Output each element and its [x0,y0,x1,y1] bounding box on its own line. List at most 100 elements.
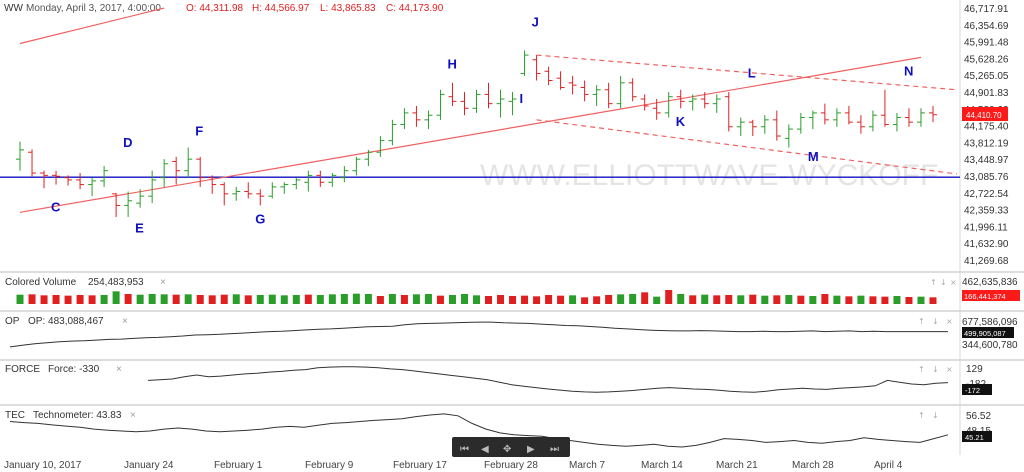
volume-move-up-icon[interactable]: ↑ [930,278,937,287]
volume-bar [929,297,937,304]
volume-bar [797,295,805,304]
x-axis-label: April 4 [874,460,903,471]
price-y-tick: 45,628.26 [964,54,1009,65]
volume-bar [545,295,553,304]
force-remove-icon[interactable]: × [946,365,953,374]
volume-bar [905,297,913,304]
nav-prev-icon[interactable]: ◀ [481,444,489,455]
volume-bar [424,294,432,304]
op-current-text: 499,905,087 [964,329,1006,338]
price-y-tick: 43,448.97 [964,155,1009,166]
volume-bar [689,295,697,304]
price-y-tick: 41,632.90 [964,239,1009,250]
volume-current-bg [962,290,1020,301]
nav-toolbar-bg [452,437,570,457]
nav-last-icon[interactable]: ⏭ [550,444,559,455]
price-y-tick: 46,717.91 [964,4,1009,15]
volume-bar [773,295,781,304]
ohlc-bar [16,141,25,171]
ohlc-bar [640,94,649,111]
header-date: Monday, April 3, 2017, 4:00:00 [26,3,161,14]
trendline-3 [536,119,958,175]
volume-bar [581,297,589,304]
volume-bar [52,295,60,304]
volume-bar [112,291,120,304]
nav-pan-icon[interactable]: ✥ [503,444,511,455]
ohlc-bar [100,166,109,187]
nav-first-icon[interactable]: ⏮ [460,444,469,455]
price-y-tick: 44,175.40 [964,122,1009,133]
ohlc-bar [916,108,925,127]
volume-move-down-icon[interactable]: ↓ [940,278,947,287]
volume-bar [737,295,745,304]
op-move-down-icon[interactable]: ↓ [932,317,939,326]
force-y-tick-top: 129 [966,364,983,375]
trendline-layer [19,7,958,213]
volume-bar [388,294,396,304]
tec-current-text: 45.21 [965,433,984,442]
nav-next-icon[interactable]: ▶ [527,444,535,455]
ohlc-bar [820,103,829,125]
volume-bar [749,294,757,304]
volume-bar [76,295,84,304]
op-close-icon[interactable]: × [122,316,128,327]
force-move-down-icon[interactable]: ↓ [932,365,939,374]
force-current-text: -172 [965,386,980,395]
volume-bar [833,295,841,304]
op-remove-icon[interactable]: × [946,317,953,326]
nav-toolbar[interactable]: ⏮ ◀ ✥ ▶ ⏭ [452,437,570,457]
volume-bar [136,294,144,304]
op-panel-name: OP [5,316,20,327]
op-y-tick-top: 677,586,096 [962,317,1018,328]
ohlc-bar [304,170,313,192]
volume-bar [196,295,204,304]
tec-move-down-icon[interactable]: ↓ [932,411,939,420]
tec-move-up-icon[interactable]: ↑ [918,411,925,420]
op-line [9,321,948,348]
wave-labels: C D E F G H I J K L M N [51,15,913,236]
ohlc-bar [76,173,85,190]
volume-bar [28,294,36,304]
volume-bar [244,295,252,304]
ohlc-bar [292,177,301,190]
wave-label-m: M [808,149,819,164]
ohlc-bar [376,136,385,157]
volume-bar [497,295,505,304]
ohlc-bar [772,110,781,141]
force-move-up-icon[interactable]: ↑ [918,365,925,374]
volume-bar [713,295,721,304]
ohlc-bar [316,170,325,187]
tec-line [9,413,949,448]
op-y-tick-bottom: 344,600,780 [962,340,1018,351]
tec-close-icon[interactable]: × [130,410,136,421]
header-close: C: 44,173.90 [386,3,444,14]
volume-panel-name: Colored Volume [5,277,77,288]
op-move-up-icon[interactable]: ↑ [918,317,925,326]
volume-bar [605,295,613,304]
ohlc-bar [712,94,721,113]
volume-bars [16,290,937,304]
force-close-icon[interactable]: × [116,364,122,375]
volume-bar [256,295,264,304]
price-y-tick: 41,269.68 [964,256,1009,267]
ohlc-bar [400,108,409,130]
tec-panel: TEC Technometer: 43.83 × 56.52 48.15 45.… [5,410,992,448]
current-price-marker: 44,410.70 [962,107,1008,121]
ohlc-bar [28,149,37,177]
volume-bar [821,294,829,304]
ohlc-bar [388,119,397,146]
ohlc-bar [808,110,817,130]
wave-label-l: L [748,66,756,81]
volume-close-icon[interactable]: × [160,277,166,288]
ohlc-bar [904,108,913,127]
ohlc-bar [412,105,421,127]
ohlc-bar [184,147,193,178]
volume-bar [364,294,372,304]
volume-remove-icon[interactable]: × [950,278,957,287]
volume-bar [148,294,156,304]
wave-label-k: K [676,114,686,129]
x-axis-label: February 1 [214,460,263,471]
volume-bar [725,295,733,304]
